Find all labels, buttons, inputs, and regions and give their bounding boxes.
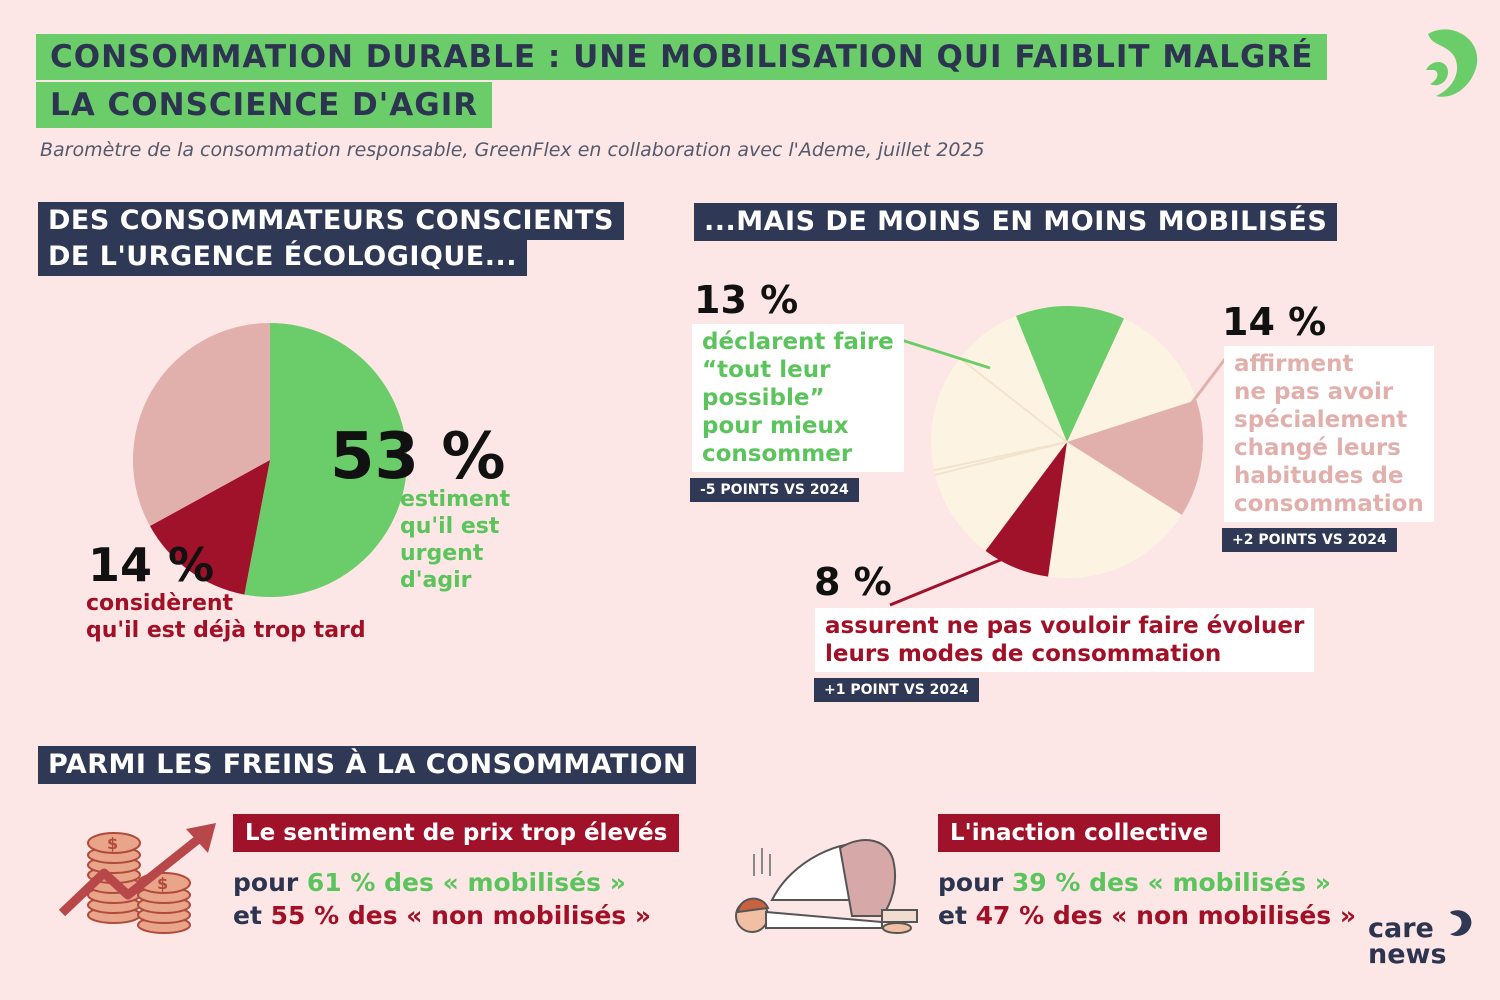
pie2-green-label-line: consommer [702, 441, 853, 467]
pie2-green-label-line: possible” [702, 385, 825, 411]
pie2-green-label-line: pour mieux [702, 413, 849, 439]
pie2-red-value: 8 % [814, 560, 892, 604]
pie2-pink-label-line: habitudes de [1234, 463, 1404, 489]
pie2-red-label-line: leurs modes de consommation [825, 641, 1222, 667]
carenews-logo-icon [1426, 29, 1478, 97]
pie1-red-value: 14 % [88, 538, 215, 592]
pie1-green-label-line: urgent [400, 541, 484, 566]
frein1-non-mobilises-value: 55 % des « non mobilisés » [270, 901, 652, 930]
pie2-pink-label-line: ne pas avoir [1234, 379, 1394, 405]
frein1-label: Le sentiment de prix trop élevés [233, 814, 680, 852]
svg-text:$: $ [107, 834, 118, 853]
pie2-green-value: 13 % [694, 278, 799, 322]
curled-up-person-icon [735, 839, 918, 934]
pie2-slice-pas-change [1067, 399, 1203, 515]
pie1-green-label-line: estiment [400, 487, 511, 512]
pie1-slice-other [133, 323, 270, 527]
frein2-line-2: et 47 % des « non mobilisés » [938, 899, 1356, 932]
coins-rising-arrow-icon: $ $ [58, 823, 216, 934]
pie1-slice-urgent [244, 323, 407, 597]
carenews-logo: care news [1368, 913, 1447, 970]
frein1-line-1: pour 61 % des « mobilisés » [233, 866, 626, 899]
carenews-logo-line-1: care [1368, 913, 1434, 944]
frein2-line-1-prefix: pour [938, 868, 1012, 897]
pie1-green-label-line: d'agir [400, 568, 472, 593]
pie2-pink-tag: +2 POINTS VS 2024 [1222, 528, 1397, 552]
pie1-red-label-line: qu'il est déjà trop tard [86, 618, 366, 643]
section2-heading: ...MAIS DE MOINS EN MOINS MOBILISÉS [694, 203, 1338, 241]
pie2-red-label-line: assurent ne pas vouloir faire évoluer [825, 613, 1305, 639]
section3-heading: PARMI LES FREINS À LA CONSOMMATION [38, 746, 697, 784]
pie1-slice-trop-tard [149, 460, 270, 595]
pie2-slice-tout-leur-possible [1016, 306, 1125, 442]
frein2-line-1: pour 39 % des « mobilisés » [938, 866, 1331, 899]
pie2-green-label-line: “tout leur [702, 357, 831, 383]
section1-heading-line-2: DE L'URGENCE ÉCOLOGIQUE... [38, 238, 528, 276]
subtitle: Baromètre de la consommation responsable… [40, 139, 985, 161]
pie2-red-tag: +1 POINT VS 2024 [814, 678, 979, 702]
pie1-red-label-line: considèrent [86, 591, 234, 616]
pie2-pink-label-line: spécialement [1234, 407, 1408, 433]
frein2-mobilises-value: 39 % des « mobilisés » [1011, 868, 1331, 897]
pie2-divider [934, 441, 1068, 476]
pie2-pink-value: 14 % [1222, 300, 1327, 344]
pie2-green-tag: -5 POINTS VS 2024 [690, 478, 859, 502]
pie1-green-label: estiment qu'il est urgent d'agir [400, 486, 510, 594]
pie1-green-value: 53 % [330, 420, 506, 494]
svg-text:$: $ [157, 874, 168, 893]
pie-chart-mobilisation [931, 306, 1203, 578]
carenews-logo-line-2: news [1368, 939, 1447, 970]
frein2-label: L'inaction collective [938, 814, 1221, 852]
frein1-line-1-prefix: pour [233, 868, 307, 897]
pie2-green-label: déclarent faire “tout leur possible” pou… [692, 324, 904, 472]
title-line-2: LA CONSCIENCE D'AGIR [36, 82, 493, 128]
title-line-1: CONSOMMATION DURABLE : UNE MOBILISATION … [36, 34, 1328, 80]
pie2-pink-label-line: affirment [1234, 351, 1354, 377]
pie-chart-awareness [133, 323, 407, 597]
frein1-line-2-prefix: et [233, 901, 271, 930]
pie2-pink-label-line: changé leurs [1234, 435, 1401, 461]
pie2-divider [959, 357, 1068, 443]
frein1-line-2: et 55 % des « non mobilisés » [233, 899, 651, 932]
pie2-green-label-line: déclarent faire [702, 329, 894, 355]
pie2-pink-label: affirment ne pas avoir spécialement chan… [1224, 346, 1434, 522]
pie2-slice-ne-pas-vouloir [985, 442, 1067, 577]
pie2-pink-label-line: consommation [1234, 491, 1424, 517]
frein1-mobilises-value: 61 % des « mobilisés » [306, 868, 626, 897]
carenews-swirl-icon [1450, 910, 1472, 936]
pie1-green-label-line: qu'il est [400, 514, 500, 539]
frein2-line-2-prefix: et [938, 901, 976, 930]
pie1-red-label: considèrent qu'il est déjà trop tard [86, 590, 366, 644]
pie2-red-label: assurent ne pas vouloir faire évoluer le… [815, 608, 1315, 672]
section1-heading-line-1: DES CONSOMMATEURS CONSCIENTS [38, 202, 624, 240]
frein2-non-mobilises-value: 47 % des « non mobilisés » [975, 901, 1357, 930]
